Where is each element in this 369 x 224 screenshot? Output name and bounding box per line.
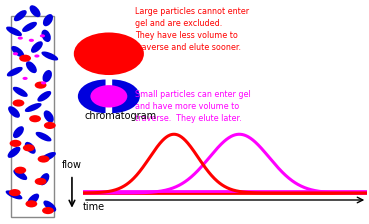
Ellipse shape bbox=[44, 110, 54, 123]
Circle shape bbox=[13, 52, 18, 55]
Ellipse shape bbox=[27, 194, 39, 205]
Ellipse shape bbox=[8, 106, 20, 118]
Wedge shape bbox=[78, 80, 106, 113]
Circle shape bbox=[90, 85, 127, 108]
Text: time: time bbox=[83, 202, 105, 212]
Ellipse shape bbox=[25, 103, 42, 112]
Ellipse shape bbox=[7, 67, 23, 77]
Circle shape bbox=[9, 189, 21, 196]
Circle shape bbox=[13, 99, 24, 107]
Circle shape bbox=[41, 81, 46, 84]
Text: Large particles cannot enter
gel and are excluded.
They have less volume to
trav: Large particles cannot enter gel and are… bbox=[135, 7, 249, 52]
Circle shape bbox=[34, 54, 39, 58]
Bar bbox=[11, 16, 54, 217]
Ellipse shape bbox=[13, 126, 24, 138]
Text: flow: flow bbox=[62, 160, 82, 170]
Ellipse shape bbox=[31, 41, 43, 53]
Ellipse shape bbox=[39, 173, 49, 185]
Circle shape bbox=[29, 39, 34, 42]
Ellipse shape bbox=[6, 190, 23, 199]
Ellipse shape bbox=[14, 10, 27, 21]
Wedge shape bbox=[112, 80, 140, 113]
Text: Small particles can enter gel
and have more volume to
traverse.  They elute late: Small particles can enter gel and have m… bbox=[135, 90, 251, 123]
Ellipse shape bbox=[30, 5, 41, 17]
Ellipse shape bbox=[6, 26, 22, 36]
Ellipse shape bbox=[22, 22, 37, 32]
Circle shape bbox=[19, 55, 31, 62]
Ellipse shape bbox=[40, 152, 56, 162]
Circle shape bbox=[42, 207, 54, 214]
Circle shape bbox=[29, 115, 41, 122]
Circle shape bbox=[44, 122, 56, 129]
Circle shape bbox=[14, 167, 26, 174]
Circle shape bbox=[23, 144, 35, 151]
Circle shape bbox=[40, 34, 45, 37]
Ellipse shape bbox=[26, 61, 37, 73]
Circle shape bbox=[74, 32, 144, 75]
Ellipse shape bbox=[43, 14, 53, 26]
Ellipse shape bbox=[13, 169, 27, 180]
Ellipse shape bbox=[37, 91, 51, 102]
Circle shape bbox=[18, 37, 23, 40]
Circle shape bbox=[35, 178, 46, 185]
Text: chromatogram: chromatogram bbox=[85, 111, 157, 121]
Circle shape bbox=[35, 82, 46, 89]
Ellipse shape bbox=[25, 142, 36, 154]
Circle shape bbox=[23, 77, 28, 80]
Circle shape bbox=[10, 140, 21, 147]
Ellipse shape bbox=[11, 46, 24, 57]
Ellipse shape bbox=[41, 52, 58, 60]
Circle shape bbox=[38, 155, 49, 163]
Ellipse shape bbox=[35, 132, 52, 142]
Ellipse shape bbox=[44, 200, 56, 212]
Ellipse shape bbox=[13, 87, 28, 97]
Circle shape bbox=[25, 200, 37, 207]
Ellipse shape bbox=[41, 30, 51, 42]
Ellipse shape bbox=[42, 70, 52, 82]
Ellipse shape bbox=[8, 147, 20, 158]
